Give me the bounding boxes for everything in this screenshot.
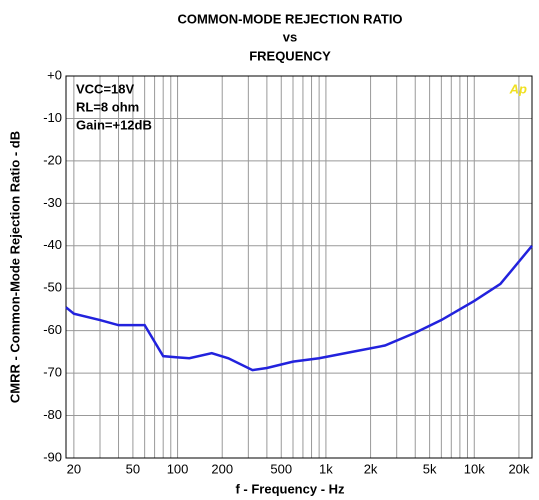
y-tick-label: -30 bbox=[43, 195, 62, 210]
y-tick-label: -70 bbox=[43, 365, 62, 380]
chart-title: FREQUENCY bbox=[249, 48, 331, 63]
x-tick-label: 10k bbox=[464, 461, 485, 476]
y-tick-label: -10 bbox=[43, 110, 62, 125]
annotation: VCC=18V bbox=[76, 81, 134, 96]
y-tick-label: -60 bbox=[43, 322, 62, 337]
chart-title: COMMON-MODE REJECTION RATIO bbox=[177, 11, 402, 26]
data-line bbox=[65, 244, 533, 372]
x-tick-label: 20 bbox=[67, 461, 81, 476]
x-tick-label: 2k bbox=[364, 461, 378, 476]
annotation: Gain=+12dB bbox=[76, 117, 152, 132]
x-axis-label: f - Frequency - Hz bbox=[235, 481, 345, 496]
x-tick-label: 500 bbox=[270, 461, 292, 476]
annotation: RL=8 ohm bbox=[76, 99, 139, 114]
y-tick-label: -80 bbox=[43, 407, 62, 422]
x-tick-label: 20k bbox=[508, 461, 529, 476]
x-tick-label: 100 bbox=[167, 461, 189, 476]
x-tick-label: 200 bbox=[211, 461, 233, 476]
y-tick-label: -20 bbox=[43, 152, 62, 167]
y-axis-label: CMRR - Common-Mode Rejection Ratio - dB bbox=[7, 131, 22, 403]
chart-title: vs bbox=[283, 29, 297, 44]
y-tick-label: +0 bbox=[47, 67, 62, 82]
y-tick-label: -90 bbox=[43, 449, 62, 464]
x-tick-label: 1k bbox=[319, 461, 333, 476]
x-tick-label: 50 bbox=[126, 461, 140, 476]
y-tick-label: -40 bbox=[43, 237, 62, 252]
y-tick-label: -50 bbox=[43, 280, 62, 295]
x-tick-label: 5k bbox=[423, 461, 437, 476]
logo: Ap bbox=[509, 81, 527, 96]
plot-border bbox=[65, 75, 533, 459]
